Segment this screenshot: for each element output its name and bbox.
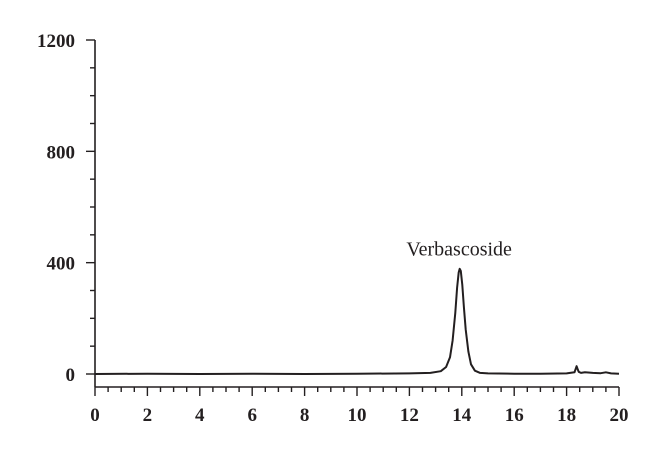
x-tick-label: 16 — [505, 405, 524, 426]
axes: 0 2 4 6 8 10 12 14 16 18 20 0 400 800 1200 — [37, 31, 629, 426]
x-tick-label: 6 — [247, 405, 257, 426]
x-tick-label: 4 — [195, 405, 205, 426]
x-tick-label: 20 — [610, 405, 629, 426]
y-tick-label: 0 — [66, 365, 76, 386]
chromatogram-trace — [94, 267, 620, 375]
plot-area — [94, 267, 620, 375]
x-tick-label: 8 — [300, 405, 310, 426]
x-tick-label: 0 — [90, 405, 100, 426]
x-tick-label: 2 — [143, 405, 153, 426]
x-tick-label: 10 — [348, 405, 367, 426]
y-tick-label: 400 — [47, 254, 76, 275]
x-tick-label: 18 — [557, 405, 576, 426]
x-tick-label: 14 — [452, 405, 472, 426]
x-tick-label: 12 — [400, 405, 419, 426]
y-tick-label: 800 — [47, 142, 76, 163]
y-tick-label: 1200 — [37, 31, 75, 52]
peak-label: Verbascoside — [406, 238, 512, 260]
annotations: Verbascoside — [406, 238, 512, 260]
